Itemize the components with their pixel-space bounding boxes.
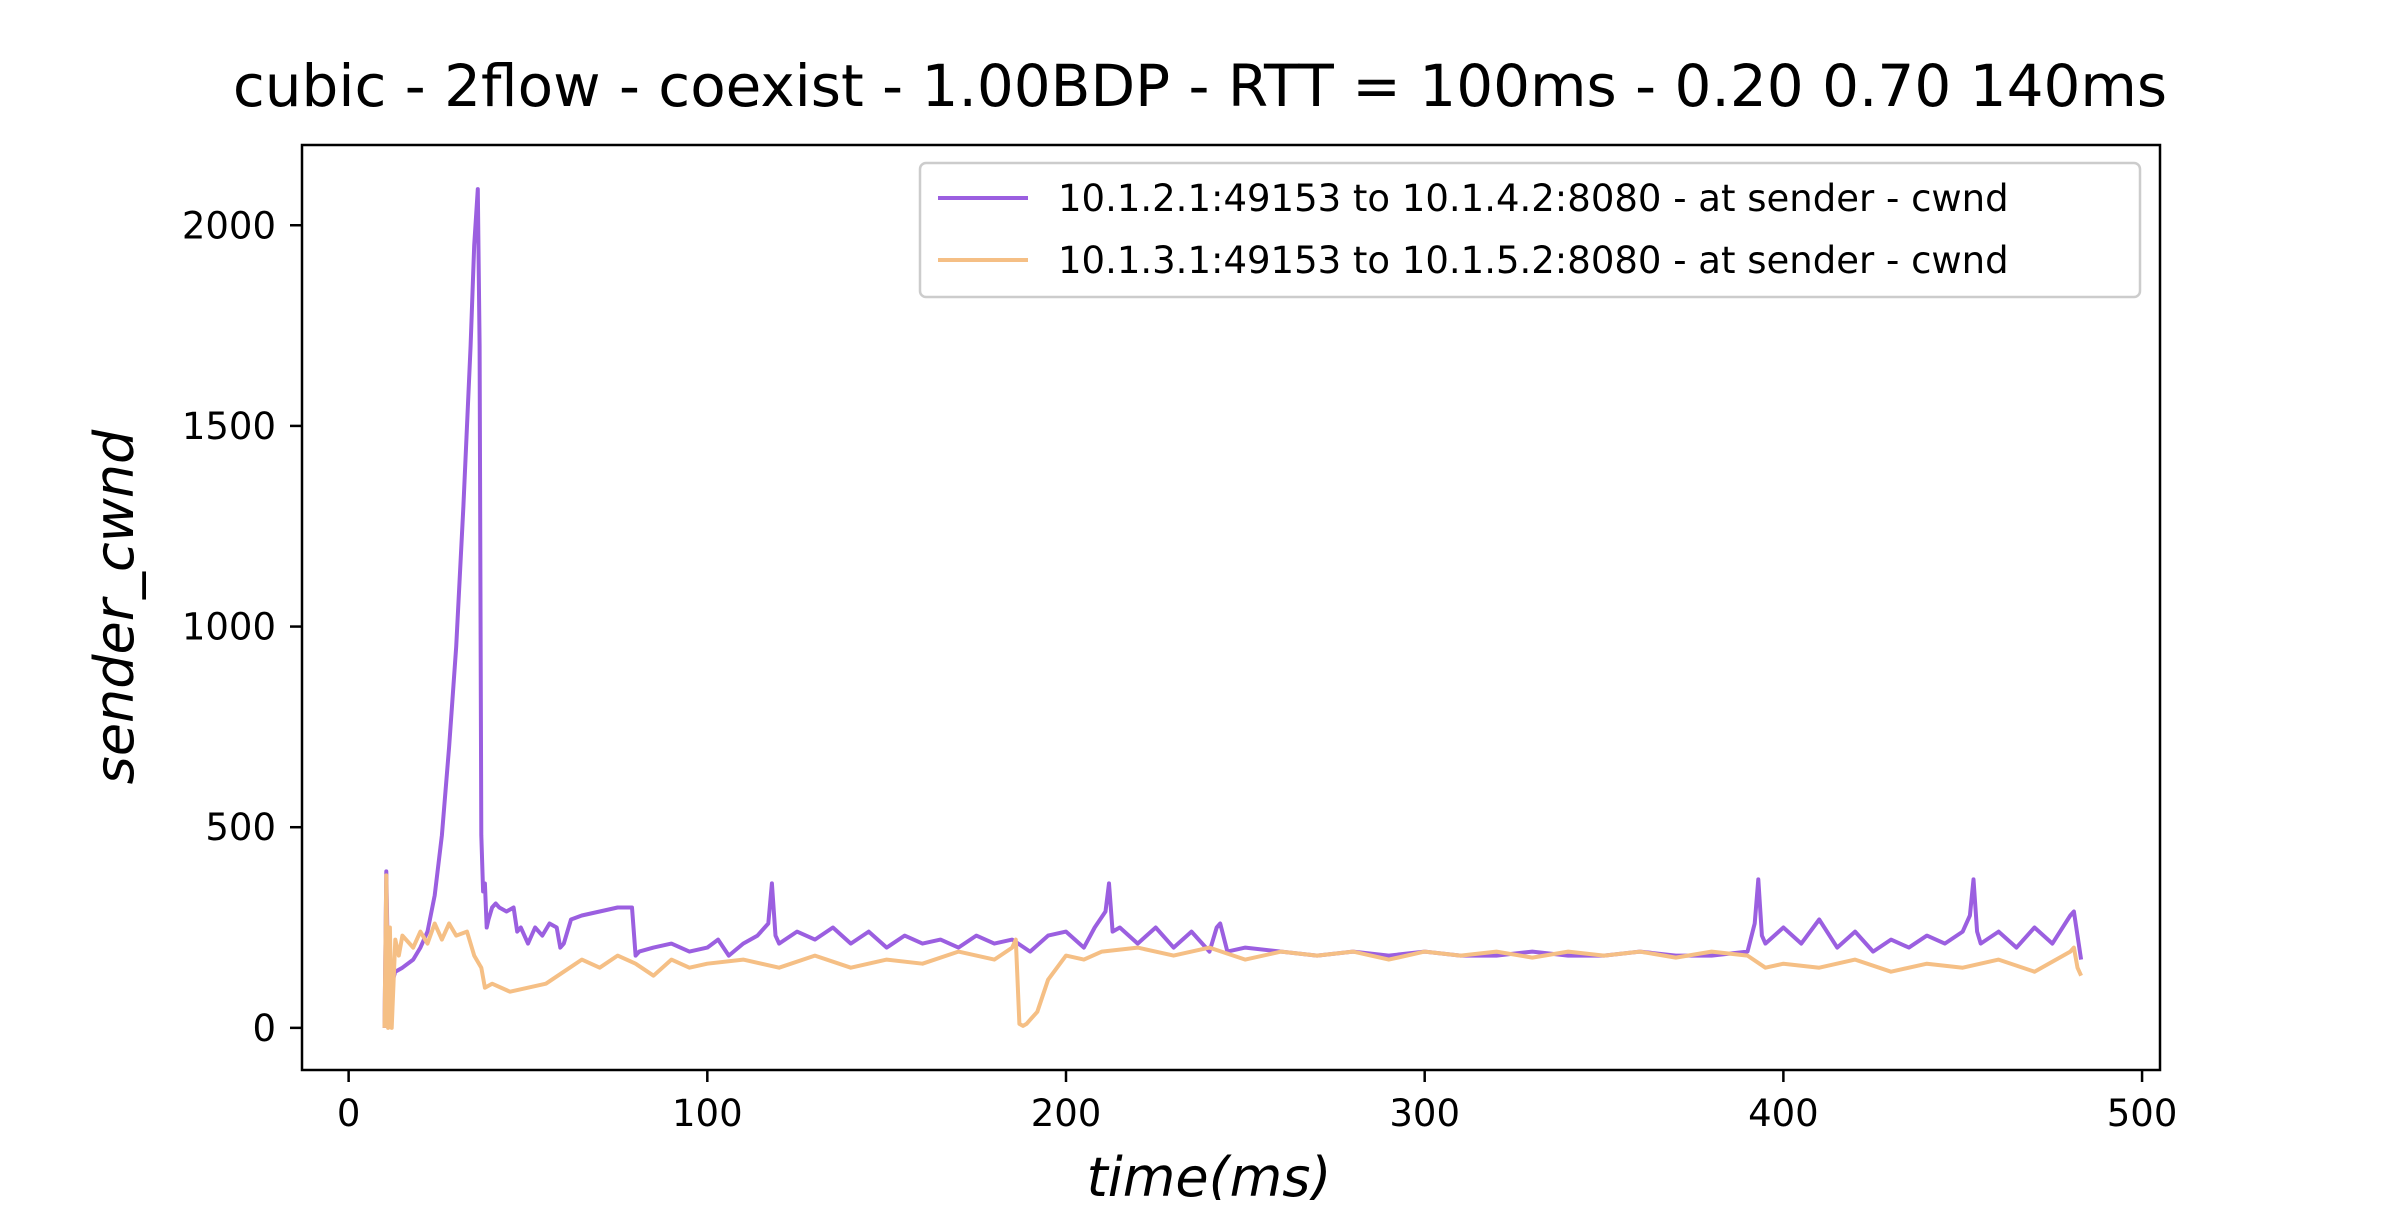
y-axis: 0 500 1000 1500 2000 <box>182 204 302 1050</box>
y-tick-label: 2000 <box>182 204 276 247</box>
series-line-1 <box>382 187 2084 1028</box>
x-tick-label: 300 <box>1389 1092 1460 1135</box>
y-tick-label: 1500 <box>182 405 276 448</box>
x-tick-label: 500 <box>2107 1092 2178 1135</box>
x-tick-label: 400 <box>1748 1092 1819 1135</box>
chart-title: cubic - 2flow - coexist - 1.00BDP - RTT … <box>233 52 2167 120</box>
plot-frame <box>300 143 2162 1072</box>
series-layer <box>382 187 2084 1030</box>
y-tick-label: 1000 <box>182 606 276 649</box>
legend-label-2: 10.1.3.1:49153 to 10.1.5.2:8080 - at sen… <box>1058 239 2009 282</box>
legend-entries: 10.1.2.1:49153 to 10.1.4.2:8080 - at sen… <box>938 177 2009 282</box>
x-tick-label: 0 <box>337 1092 361 1135</box>
legend: 10.1.2.1:49153 to 10.1.4.2:8080 - at sen… <box>918 161 2142 299</box>
x-axis: 0 100 200 300 400 500 <box>337 1070 2178 1135</box>
series-line-2 <box>382 873 2083 1030</box>
x-tick-label: 100 <box>672 1092 743 1135</box>
y-tick-label: 0 <box>252 1007 276 1050</box>
x-tick-label: 200 <box>1031 1092 1102 1135</box>
y-tick-label: 500 <box>205 806 276 849</box>
legend-box <box>918 161 2142 299</box>
plot-area <box>300 143 2162 1072</box>
legend-label-1: 10.1.2.1:49153 to 10.1.4.2:8080 - at sen… <box>1058 177 2009 220</box>
y-axis-label: sender_cwnd <box>83 429 146 784</box>
x-axis-label: time(ms) <box>1087 1146 1332 1200</box>
